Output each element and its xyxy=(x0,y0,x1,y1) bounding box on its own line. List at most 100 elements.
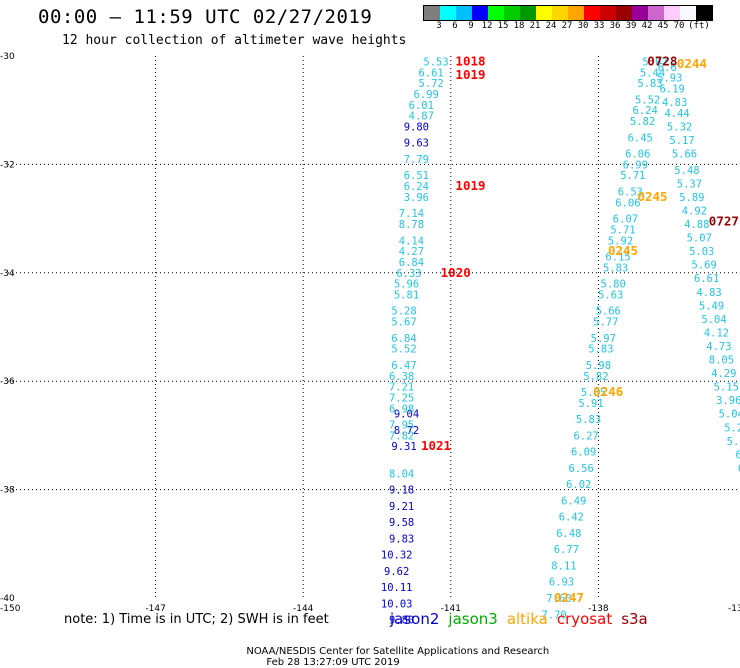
color-scale-label: 18 xyxy=(513,21,525,31)
color-swatch xyxy=(584,6,600,20)
legend-item-s3a: s3a xyxy=(621,610,648,628)
wave-height-value: 5.03 xyxy=(689,246,714,258)
color-scale-label: 15 xyxy=(497,21,509,31)
footer-credit: NOAA/NESDIS Center for Satellite Applica… xyxy=(240,635,549,668)
wave-height-value: 4.88 xyxy=(684,219,709,231)
wave-height-value: 6.47 xyxy=(391,360,416,372)
legend-item-jason2: jason2 xyxy=(390,610,440,628)
lon-tick-label: -13 xyxy=(728,604,740,614)
wave-height-value: 8.11 xyxy=(551,560,576,572)
wave-height-value: 6.27 xyxy=(573,430,598,442)
wave-height-value: 6 xyxy=(735,449,740,461)
wave-height-value: 6.06 xyxy=(615,197,640,209)
wave-height-value: 4.83 xyxy=(696,287,721,299)
wave-height-value: 9.62 xyxy=(384,566,409,578)
wave-height-value: 6.61 xyxy=(694,273,719,285)
wave-height-value: 5.17 xyxy=(669,135,694,147)
wave-height-value: 5.83 xyxy=(603,262,628,274)
color-scale-label: 6 xyxy=(452,21,458,31)
lat-tick-label: -32 xyxy=(0,160,15,170)
wave-height-value: 6.6 xyxy=(658,62,677,74)
color-scale-label: 30 xyxy=(577,21,589,31)
wave-height-value: 5.07 xyxy=(687,233,712,245)
wave-height-value: 6.84 xyxy=(399,257,424,269)
wave-height-value: 10.11 xyxy=(381,582,413,594)
wave-height-value: 5.97 xyxy=(591,333,616,345)
color-swatch xyxy=(488,6,504,20)
pass-time-label: 0245 xyxy=(637,189,667,204)
wave-height-value: 6.51 xyxy=(404,170,429,182)
pass-time-label: 0728 xyxy=(647,53,677,68)
wave-height-value: 7.79 xyxy=(404,154,429,166)
wave-height-value: 7.14 xyxy=(399,208,424,220)
wave-height-map: -30 -32 -34 -36 -38 -40-150 -147 -144 -141 -138 -1… xyxy=(0,52,740,627)
wave-height-value: 6.45 xyxy=(628,132,653,144)
wave-height-value: 5.44 xyxy=(640,67,665,79)
wave-height-value: 5.63 xyxy=(598,289,623,301)
wave-height-value: 5.77 xyxy=(593,317,618,329)
wave-height-value: 5.04 xyxy=(719,409,740,421)
color-swatch xyxy=(568,6,584,20)
color-scale-label: 12 xyxy=(481,21,493,31)
pass-time-label: 0246 xyxy=(593,384,623,399)
lat-tick-label: -34 xyxy=(0,269,15,279)
wave-height-value: 8.72 xyxy=(394,425,419,437)
wave-height-value: 5.2 xyxy=(724,422,740,434)
wave-height-value: 6.24 xyxy=(632,105,657,117)
color-scale-label: 3 xyxy=(436,21,442,31)
wave-height-value: 5.28 xyxy=(391,306,416,318)
color-swatch xyxy=(632,6,648,20)
pass-time-label: 1019 xyxy=(455,67,485,82)
color-scale-label: 70 xyxy=(673,21,685,31)
wave-height-value: 8.05 xyxy=(709,355,734,367)
wave-height-value: 5.49 xyxy=(699,300,724,312)
wave-height-value: 9.31 xyxy=(391,441,416,453)
wave-height-value: 9.18 xyxy=(389,485,414,497)
wave-height-value: 6.49 xyxy=(561,495,586,507)
pass-time-label: 1019 xyxy=(455,178,485,193)
wave-height-value: 5.04 xyxy=(701,314,726,326)
color-swatch xyxy=(680,6,696,20)
wave-height-value: 4.83 xyxy=(662,97,687,109)
wave-height-value: 6.24 xyxy=(404,181,429,193)
legend-item-altika: altika xyxy=(506,610,548,628)
color-swatch xyxy=(456,6,472,20)
wave-height-value: 5.82 xyxy=(630,116,655,128)
wave-height-value: 6.09 xyxy=(571,447,596,459)
wave-height-value: 6.48 xyxy=(556,528,581,540)
color-swatch xyxy=(616,6,632,20)
wave-height-value: 6.56 xyxy=(569,463,594,475)
color-swatch xyxy=(536,6,552,20)
wave-height-value: 5.81 xyxy=(394,289,419,301)
wave-height-value: 5.66 xyxy=(672,149,697,161)
wave-height-value: 4.44 xyxy=(664,108,689,120)
wave-height-value: 5.71 xyxy=(620,170,645,182)
wave-height-value: 5.82 xyxy=(583,371,608,383)
color-scale-bar xyxy=(423,5,713,21)
wave-height-value: 5.48 xyxy=(674,165,699,177)
lon-tick-label: -138 xyxy=(588,604,609,614)
wave-height-value: 6.99 xyxy=(623,159,648,171)
wave-height-value: 5.96 xyxy=(394,279,419,291)
color-scale-label: 21 xyxy=(529,21,541,31)
wave-height-value: 5.80 xyxy=(601,279,626,291)
wave-height-value: 5.35 xyxy=(581,387,606,399)
wave-height-value: 6.38 xyxy=(389,371,414,383)
satellite-legend: jason2 jason3 altika cryosat s3a xyxy=(390,610,657,628)
footer-timestamp: Feb 28 13:27:09 UTC 2019 xyxy=(266,657,400,668)
wave-height-value: 6.33 xyxy=(396,268,421,280)
wave-height-value: 5.15 xyxy=(714,382,739,394)
lat-tick-label: -38 xyxy=(0,486,15,496)
wave-height-value: 5.4 xyxy=(727,436,740,448)
wave-height-value: 6.99 xyxy=(414,89,439,101)
wave-height-value: 6.84 xyxy=(391,333,416,345)
wave-height-value: 5.92 xyxy=(608,235,633,247)
wave-height-value: 5.37 xyxy=(677,178,702,190)
wave-height-value: 7.21 xyxy=(389,382,414,394)
wave-height-value: 5.67 xyxy=(391,317,416,329)
color-scale-label: 33 xyxy=(593,21,605,31)
lat-tick-label: -36 xyxy=(0,377,15,387)
color-swatch xyxy=(648,6,664,20)
wave-height-value: 5.91 xyxy=(578,398,603,410)
wave-height-value: 6.93 xyxy=(549,577,574,589)
